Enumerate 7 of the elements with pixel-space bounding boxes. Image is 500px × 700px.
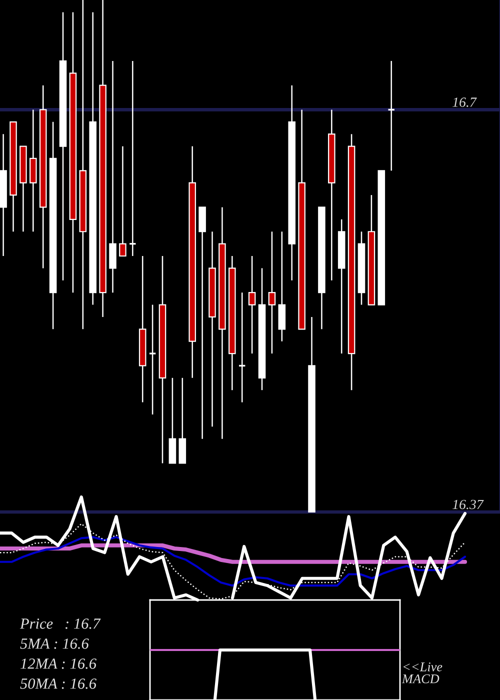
text: 50MA : 16.6 [20,678,96,689]
y-tick-label: 16.7 [452,98,477,107]
text: 12MA : 16.6 [20,658,96,669]
text: Price : 16.7 [20,618,101,629]
text: 5MA : 16.6 [20,638,89,649]
text: <<Live MACD [402,662,442,684]
y-tick-label: 16.37 [452,500,484,510]
